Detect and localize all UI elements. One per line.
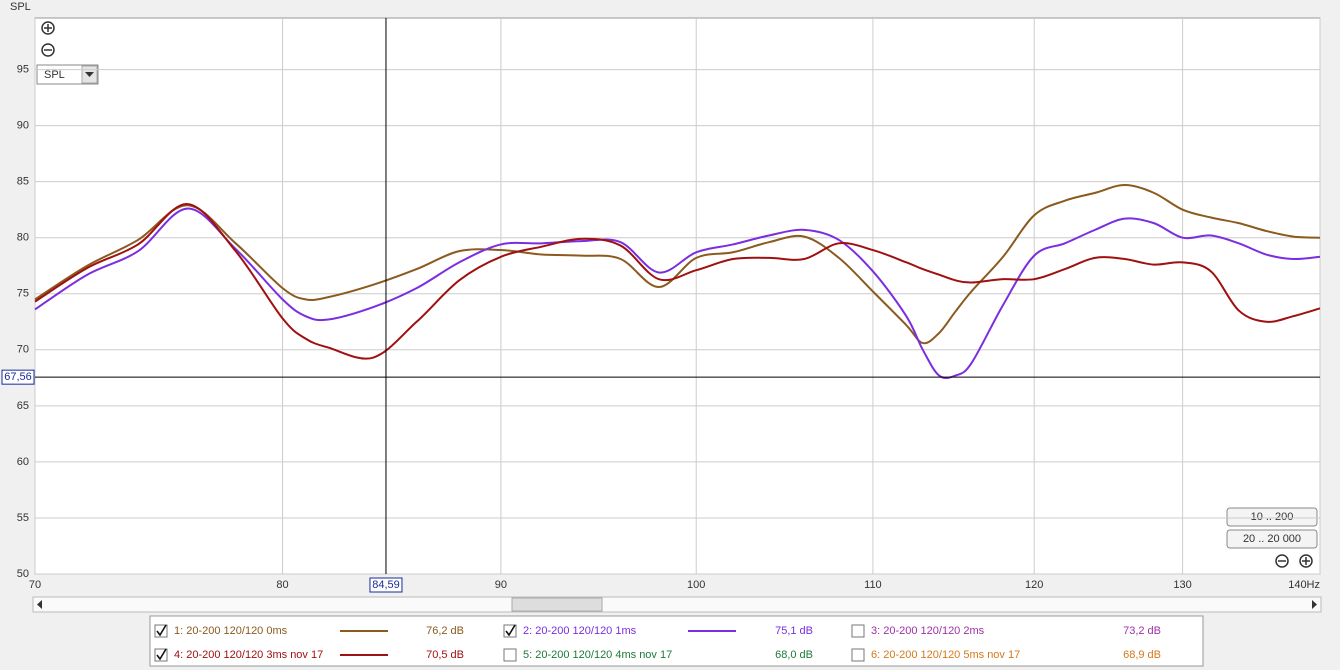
zoom-in[interactable] [41, 21, 55, 35]
x-tick-label: 100 [687, 579, 705, 591]
y-tick-label: 55 [17, 512, 29, 524]
x-tick-label: 120 [1025, 579, 1043, 591]
cursor-y-label: 67,56 [4, 371, 32, 383]
x-tick-label: 110 [864, 579, 882, 591]
x-tick-label: 140Hz [1288, 579, 1320, 591]
y-tick-label: 50 [17, 568, 29, 580]
legend-label: 1: 20-200 120/120 0ms [174, 625, 288, 637]
y-tick-label: 65 [17, 400, 29, 412]
range-button[interactable] [1226, 507, 1318, 527]
legend-panel [149, 615, 1204, 667]
legend-readout: 70,5 dB [426, 649, 464, 661]
range-button[interactable] [1226, 529, 1318, 549]
legend-check [156, 624, 167, 637]
legend-label: 6: 20-200 120/120 5ms nov 17 [871, 649, 1020, 661]
x-tick-label: 70 [29, 579, 41, 591]
legend-check [505, 624, 516, 637]
legend-readout: 76,2 dB [426, 625, 464, 637]
y-tick-label: 60 [17, 456, 29, 468]
legend-label: 4: 20-200 120/120 3ms nov 17 [174, 649, 323, 661]
y-tick-label: 70 [17, 344, 29, 356]
series-line [34, 203, 1321, 360]
zoom-out[interactable] [41, 43, 55, 57]
plot-area [34, 17, 1321, 575]
series-line [34, 184, 1321, 345]
zoom-x-in[interactable] [1299, 554, 1313, 568]
scrollbar[interactable] [32, 596, 1322, 613]
x-tick-label: 80 [276, 579, 288, 591]
cursor-y-box [1, 369, 35, 385]
x-tick-label: 90 [495, 579, 507, 591]
y-tick-label: 75 [17, 288, 29, 300]
legend-readout: 68,0 dB [775, 649, 813, 661]
dropdown[interactable]: SPL [36, 64, 99, 85]
legend-readout: 68,9 dB [1123, 649, 1161, 661]
legend-check [156, 648, 167, 661]
legend-label: 2: 20-200 120/120 1ms [523, 625, 637, 637]
x-tick-label: 130 [1173, 579, 1191, 591]
y-tick-label: 80 [17, 232, 29, 244]
dropdown-text: SPL [44, 69, 65, 81]
legend-readout: 75,1 dB [775, 625, 813, 637]
legend-checkbox[interactable] [503, 648, 517, 662]
cursor-x-label: 84,59 [372, 579, 400, 591]
y-tick-label: 90 [17, 120, 29, 132]
legend-checkbox[interactable] [851, 648, 865, 662]
cursor-x-box [369, 577, 403, 593]
y-axis-label: SPL [10, 1, 31, 13]
range-button-label: 10 .. 200 [1251, 511, 1294, 523]
range-button-label: 20 .. 20 000 [1243, 533, 1301, 545]
y-tick-label: 85 [17, 176, 29, 188]
zoom-x-out[interactable] [1275, 554, 1289, 568]
legend-label: 5: 20-200 120/120 4ms nov 17 [523, 649, 672, 661]
legend-checkbox[interactable] [851, 624, 865, 638]
series-line [34, 207, 1321, 380]
legend-label: 3: 20-200 120/120 2ms [871, 625, 985, 637]
legend-readout: 73,2 dB [1123, 625, 1161, 637]
y-tick-label: 95 [17, 63, 29, 75]
